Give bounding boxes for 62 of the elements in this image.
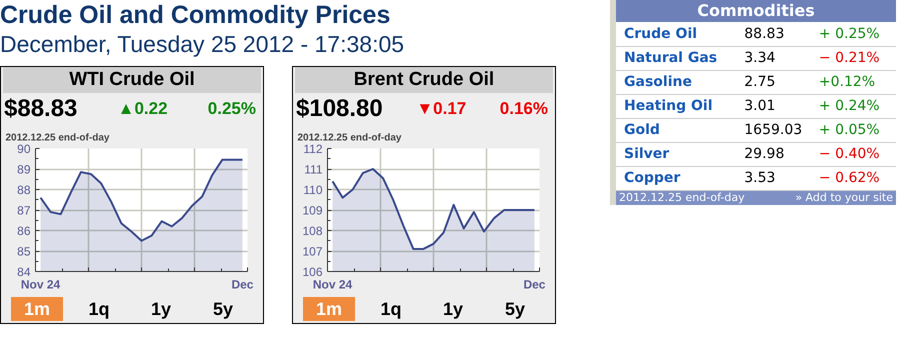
text: 1m [303, 297, 355, 321]
y-tick-label: 109 [302, 204, 323, 218]
x-tick-label: Nov 24 [312, 278, 353, 292]
text: 0.25% [208, 98, 257, 120]
text: $108.80 [296, 94, 383, 124]
text: + 0.05% [818, 121, 881, 140]
text: 5y [504, 298, 526, 321]
y-tick-label: 85 [17, 244, 31, 258]
y-tick-label: 87 [17, 204, 31, 218]
text: +0.12% [818, 73, 876, 92]
text: 1m [11, 297, 63, 321]
chart-subtitle: 2012.12.25 end-of-day [298, 132, 402, 144]
chart-title: Brent Crude Oil [295, 67, 553, 93]
y-tick-label: 86 [17, 224, 31, 238]
category-label: Heating Oil [623, 97, 714, 116]
text: $88.83 [4, 94, 78, 124]
category-label: Crude Oil [623, 24, 698, 44]
x-tick-label: Dec [231, 278, 254, 292]
text: ▲0.22 [118, 98, 168, 120]
y-tick-label: 84 [17, 265, 31, 279]
text: − 0.21% [818, 49, 881, 68]
text: 1y [442, 298, 464, 321]
text: + 0.24% [818, 97, 881, 116]
category-label: Gold [623, 121, 661, 140]
data-label: 1659.03 [743, 121, 804, 140]
text: Commodities [616, 0, 896, 22]
text: » Add to your site [795, 190, 893, 204]
text: 2012.12.25 end-of-day [619, 190, 745, 204]
text: 1q [379, 298, 402, 321]
y-tick-label: 89 [17, 162, 31, 176]
text: − 0.40% [818, 145, 881, 164]
data-label: 2.75 [743, 73, 776, 92]
data-label: 3.01 [743, 97, 776, 116]
y-tick-label: 108 [302, 224, 323, 238]
category-label: Gasoline [623, 73, 693, 92]
text: 0.16% [500, 98, 549, 120]
y-tick-label: 107 [302, 244, 323, 258]
text: Crude Oil and Commodity Prices [0, 0, 392, 30]
text: December, Tuesday 25 2012 - 17:38:05 [0, 30, 404, 58]
chart-subtitle: 2012.12.25 end-of-day [6, 132, 110, 144]
chart-title: WTI Crude Oil [3, 67, 261, 93]
data-label: 29.98 [743, 145, 786, 164]
data-label: 88.83 [743, 24, 786, 44]
text: 1q [87, 298, 110, 321]
y-tick-label: 90 [17, 142, 31, 156]
text: − 0.62% [818, 169, 881, 188]
y-tick-label: 88 [17, 183, 31, 197]
text: ▼0.17 [416, 98, 466, 120]
text: 5y [212, 298, 234, 321]
x-tick-label: Dec [523, 278, 546, 292]
text: 1y [150, 298, 172, 321]
y-tick-label: 106 [302, 265, 323, 279]
data-label: 3.34 [743, 49, 776, 68]
y-tick-label: 112 [303, 142, 323, 156]
x-tick-label: Nov 24 [20, 278, 61, 292]
y-tick-label: 110 [303, 183, 323, 197]
category-label: Silver [623, 145, 670, 164]
text: + 0.25% [818, 24, 881, 44]
y-tick-label: 111 [304, 162, 323, 176]
category-label: Natural Gas [623, 49, 718, 68]
data-label: 3.53 [743, 169, 776, 188]
category-label: Copper [623, 169, 682, 188]
